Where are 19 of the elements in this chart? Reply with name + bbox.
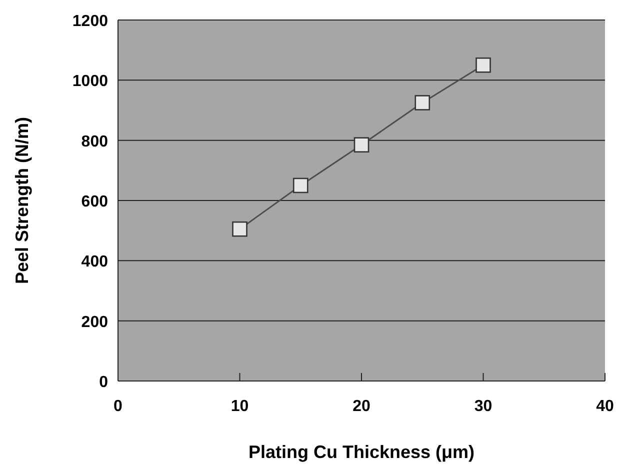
- x-tick-label: 30: [474, 398, 492, 415]
- point: [354, 137, 370, 152]
- y-tick-label: 800: [81, 133, 108, 150]
- y-axis-title: Peel Strength (N/m): [12, 116, 32, 284]
- x-tick-label: 40: [596, 398, 614, 415]
- y-tick-label: 1200: [72, 13, 108, 30]
- point: [232, 221, 248, 237]
- x-tick-label: 10: [230, 398, 249, 415]
- point: [414, 95, 430, 110]
- y-tick-label: 400: [81, 254, 108, 271]
- x-axis-title: Plating Cu Thickness (μm): [248, 442, 475, 462]
- x-tick-label: 0: [114, 398, 123, 415]
- point: [476, 57, 491, 73]
- y-tick-label: 0: [99, 374, 108, 391]
- point: [292, 178, 308, 194]
- y-tick-label: 200: [81, 314, 108, 331]
- y-tick-label: 1000: [72, 73, 108, 90]
- x-tick-label: 20: [352, 398, 370, 415]
- y-tick-label: 600: [81, 194, 108, 210]
